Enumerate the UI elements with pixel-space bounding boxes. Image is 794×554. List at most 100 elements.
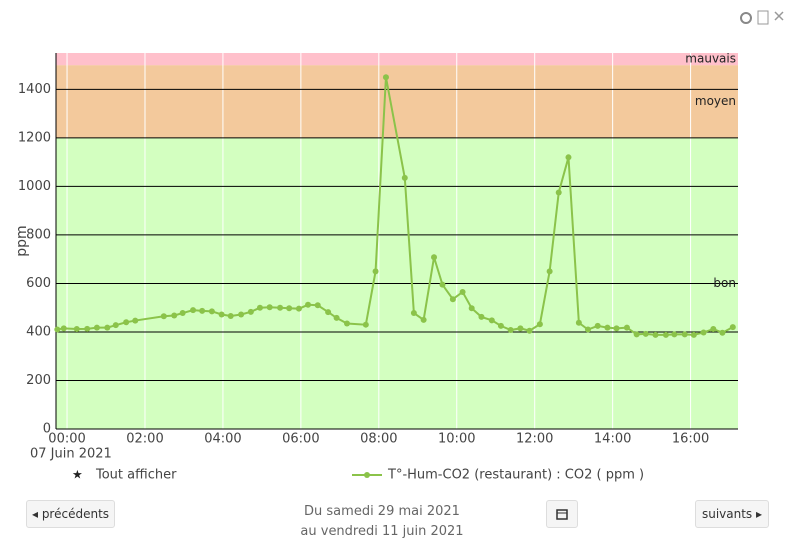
point bbox=[526, 327, 533, 334]
point bbox=[305, 301, 312, 308]
x-tick-label: 14:00 bbox=[594, 432, 631, 447]
point bbox=[325, 309, 332, 316]
show-all[interactable]: Tout afficher bbox=[95, 468, 177, 483]
point bbox=[238, 311, 245, 318]
point bbox=[662, 331, 669, 338]
fullscreen-icon[interactable] bbox=[774, 11, 784, 21]
y-tick-label: 0 bbox=[43, 422, 51, 437]
point bbox=[401, 174, 408, 181]
point bbox=[575, 319, 582, 326]
show-all-icon[interactable]: ★ bbox=[72, 468, 83, 482]
point bbox=[420, 316, 427, 323]
point bbox=[60, 325, 67, 332]
point bbox=[362, 321, 369, 328]
point bbox=[565, 154, 572, 161]
point bbox=[372, 268, 379, 275]
x-tick-label: 00:00 bbox=[48, 432, 85, 447]
point bbox=[604, 324, 611, 331]
y-tick-label: 200 bbox=[26, 373, 51, 388]
point bbox=[507, 327, 514, 334]
point bbox=[123, 319, 130, 326]
point bbox=[671, 331, 678, 338]
toolbar[interactable] bbox=[740, 10, 784, 25]
date-label: 07 Juin 2021 bbox=[30, 447, 112, 462]
band bbox=[56, 53, 738, 66]
y-tick-label: 400 bbox=[26, 324, 51, 339]
point bbox=[546, 268, 553, 275]
band bbox=[56, 65, 738, 138]
export-icon[interactable] bbox=[757, 10, 769, 25]
point bbox=[642, 330, 649, 337]
point bbox=[227, 312, 234, 319]
point bbox=[439, 281, 446, 288]
point bbox=[536, 321, 543, 328]
prev-label[interactable]: précédents bbox=[41, 507, 110, 521]
calendar-button[interactable] bbox=[546, 500, 578, 528]
date-range: Du samedi 29 mai 2021 au vendredi 11 jui… bbox=[260, 502, 504, 542]
point bbox=[623, 324, 630, 331]
date-to: au vendredi 11 juin 2021 bbox=[300, 524, 464, 539]
x-tick-label: 06:00 bbox=[282, 432, 319, 447]
point bbox=[488, 317, 495, 324]
point bbox=[179, 310, 186, 317]
calendar-icon bbox=[556, 509, 568, 520]
y-tick-label: 1200 bbox=[18, 130, 51, 145]
band-label: moyen bbox=[695, 94, 736, 108]
point bbox=[277, 304, 284, 311]
point bbox=[449, 296, 456, 303]
y-tick-label: 800 bbox=[26, 227, 51, 242]
x-tick-label: 08:00 bbox=[360, 432, 397, 447]
point bbox=[104, 324, 111, 331]
point bbox=[633, 331, 640, 338]
point bbox=[208, 308, 215, 315]
point bbox=[468, 305, 475, 312]
legend-marker bbox=[364, 472, 370, 478]
point bbox=[497, 322, 504, 329]
point bbox=[295, 305, 302, 312]
x-tick-label: 04:00 bbox=[204, 432, 241, 447]
point bbox=[160, 313, 167, 320]
point bbox=[266, 304, 273, 311]
point bbox=[286, 305, 293, 312]
point bbox=[459, 288, 466, 295]
point bbox=[555, 189, 562, 196]
point bbox=[93, 324, 100, 331]
x-tick-label: 10:00 bbox=[438, 432, 475, 447]
point bbox=[681, 331, 688, 338]
point bbox=[410, 310, 417, 317]
point bbox=[382, 74, 389, 81]
point bbox=[584, 326, 591, 333]
x-tick-label: 12:00 bbox=[516, 432, 553, 447]
band-label: bon bbox=[713, 276, 736, 290]
x-tick-label: 02:00 bbox=[126, 432, 163, 447]
refresh-icon[interactable] bbox=[740, 12, 752, 24]
y-tick-label: 1400 bbox=[18, 82, 51, 97]
band-label: mauvais bbox=[685, 52, 736, 66]
point bbox=[333, 314, 340, 321]
point bbox=[690, 331, 697, 338]
point bbox=[171, 312, 178, 319]
point bbox=[132, 317, 139, 324]
legend-label: T°-Hum-CO2 (restaurant) : CO2 ( ppm ) bbox=[387, 468, 644, 483]
point bbox=[314, 302, 321, 309]
next-button[interactable]: suivants ▸ bbox=[695, 500, 769, 528]
point bbox=[247, 308, 254, 315]
point bbox=[652, 331, 659, 338]
point bbox=[84, 325, 91, 332]
point bbox=[73, 326, 80, 333]
next-label[interactable]: suivants bbox=[701, 507, 753, 521]
prev-button[interactable]: ◂ précédents bbox=[26, 500, 115, 528]
y-tick-label: 1000 bbox=[18, 179, 51, 194]
point bbox=[729, 324, 736, 331]
point bbox=[594, 322, 601, 329]
point bbox=[517, 325, 524, 332]
point bbox=[343, 320, 350, 327]
point bbox=[199, 307, 206, 314]
point bbox=[112, 322, 119, 329]
point bbox=[218, 311, 225, 318]
x-tick-label: 16:00 bbox=[672, 432, 709, 447]
point bbox=[190, 307, 197, 314]
point bbox=[478, 313, 485, 320]
